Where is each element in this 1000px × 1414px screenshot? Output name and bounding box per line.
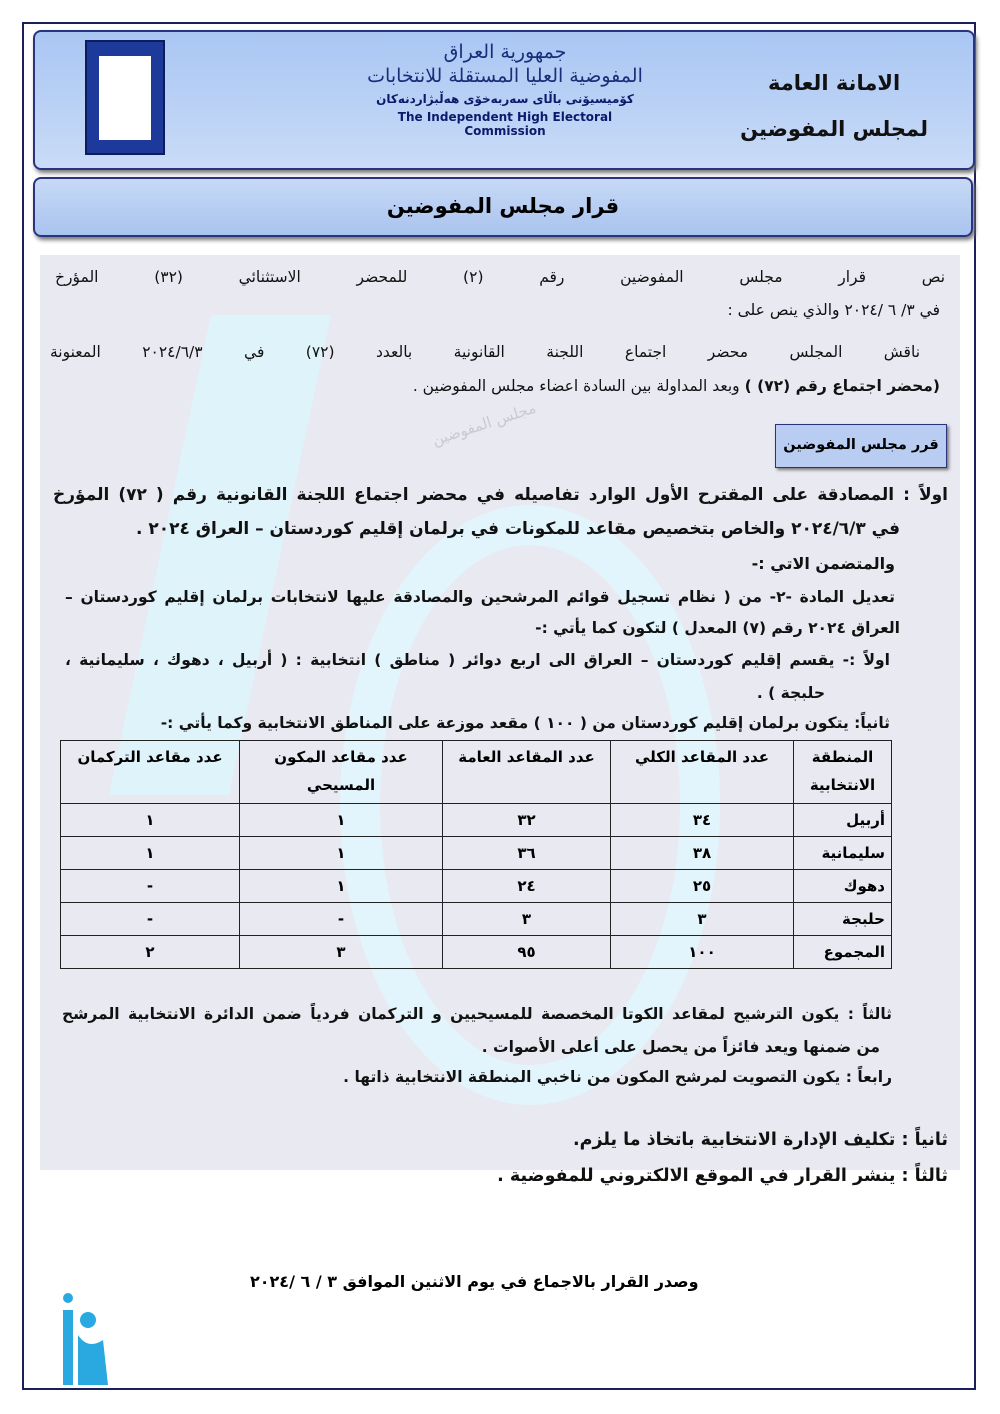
table-row: حلبجة ٣ ٣- - [60, 902, 892, 936]
table-header-row: المنطقة الانتخابية عدد المقاعد الكلي عدد… [60, 740, 892, 804]
table-cell: ١ [239, 836, 443, 870]
commission-arabic-name: المفوضية العليا المستقلة للانتخابات [367, 65, 643, 87]
table-cell: ١٠٠ [610, 935, 794, 969]
item-first: والمتضمن الاتي :- [751, 554, 895, 573]
table-row: المجموع ١٠٠ ٩٥ ٣ ٢ [60, 935, 892, 969]
sub-item-2: ثانياً: يتكون برلمان إقليم كوردستان من (… [160, 714, 890, 732]
intro-rest: وبعد المداولة بين السادة اعضاء مجلس المف… [412, 377, 745, 395]
sub-item-4: رابعاً : يكون التصويت لمرشح المكون من نا… [343, 1068, 892, 1086]
table-cell: ٣٦ [442, 836, 611, 870]
table-cell: ٣٨ [610, 836, 794, 870]
item-second: ثانياً : تكليف الإدارة الانتخابية باتخاذ… [573, 1130, 948, 1150]
republic-of-iraq: جمهورية العراق [443, 41, 567, 63]
item-first: في ٢٠٢٤/٦/٣ والخاص بتخصيص مقاعد للمكونات… [135, 519, 900, 539]
table-cell: دهوك [793, 869, 892, 903]
table-cell: ٣٤ [610, 803, 794, 837]
seats-table: المنطقة الانتخابية عدد المقاعد الكلي عدد… [60, 740, 892, 969]
table-header: عدد مقاعد المكون المسيحي [239, 740, 443, 804]
secretariat-line1: الامانة العامة [767, 71, 901, 95]
letterhead: جمهورية العراق المفوضية العليا المستقلة … [33, 30, 975, 170]
table-cell: ١ [239, 803, 443, 837]
sub-item-1: حلبجة ) . [756, 684, 825, 702]
decision-label: قرر مجلس المفوضين [775, 424, 947, 468]
table-cell: ١ [60, 836, 240, 870]
commission-english-name: The Independent High Electoral Commissio… [397, 110, 613, 138]
minutes-ref: (محضر اجتماع رقم (٧٢) ) [744, 377, 940, 395]
table-cell: سليمانية [793, 836, 892, 870]
table-cell: ١ [239, 869, 443, 903]
table-cell: - [239, 902, 443, 936]
table-row: سليمانية ٣٨ ٣٦ ١ ١ [60, 836, 892, 870]
amendment: العراق ٢٠٢٤ رقم (٧) المعدل ) لتكون كما ي… [535, 619, 900, 637]
table-cell: حلبجة [793, 902, 892, 936]
table-row: أربيل ٣٤ ٣٢ ١ ١ [60, 803, 892, 837]
table-cell: ١ [60, 803, 240, 837]
secretariat-label: الامانة العامة لمجلس المفوضين [740, 60, 928, 152]
secretariat-line2: لمجلس المفوضين [740, 117, 928, 141]
sub-item-3: من ضمنها ويعد فائزاً من يحصل على أعلى ال… [481, 1038, 880, 1056]
table-cell: المجموع [793, 935, 892, 969]
table-cell: أربيل [793, 803, 892, 837]
item-third: ثالثاً : ينشر القرار في الموقع الالكترون… [497, 1166, 948, 1186]
table-cell: ٣٢ [442, 803, 611, 837]
table-header: عدد المقاعد العامة [442, 740, 611, 804]
table-cell: ٢ [60, 935, 240, 969]
table-header: عدد المقاعد الكلي [610, 740, 794, 804]
table-row: دهوك ٢٥ ٢٤ ١- [60, 869, 892, 903]
table-cell: ٣ [442, 902, 611, 936]
table-cell: - [60, 869, 240, 903]
table-cell: ٣ [239, 935, 443, 969]
issuance-statement: وصدر القرار بالاجماع في يوم الاثنين المو… [250, 1272, 699, 1291]
page-frame [22, 22, 976, 1390]
table-header: عدد مقاعد التركمان [60, 740, 240, 804]
commission-kurdish-name: كۆمیسیۆنی باڵای سەربەخۆی هەڵبژاردنەکان [376, 92, 634, 106]
table-header: المنطقة الانتخابية [793, 740, 892, 804]
watermark-text: مجلس المفوضين [429, 398, 539, 450]
sub-item-1: اولاً :- يقسم إقليم كوردستان – العراق ال… [65, 651, 890, 669]
table-cell: ٩٥ [442, 935, 611, 969]
intro-line: ناقش المجلس محضر اجتماع اللجنة القانونية… [50, 343, 921, 361]
ihec-logo-small [63, 1293, 108, 1385]
table-cell: - [60, 902, 240, 936]
document-title: قرار مجلس المفوضين [33, 177, 973, 237]
table-cell: ٢٤ [442, 869, 611, 903]
ihec-logo [85, 40, 165, 155]
intro-line: في ٣/ ٦ /٢٠٢٤ والذي ينص على : [727, 301, 940, 319]
table-cell: ٣ [610, 902, 794, 936]
item-first: اولاً : المصادقة على المقترح الأول الوار… [53, 485, 948, 505]
amendment: تعديل المادة -٢- من ( نظام تسجيل قوائم ا… [65, 588, 895, 606]
intro-line: نص قرار مجلس المفوضين رقم (٢) للمحضر الا… [55, 268, 946, 286]
letterhead-center: جمهورية العراق المفوضية العليا المستقلة … [365, 40, 645, 138]
sub-item-3: ثالثاً : يكون الترشيح لمقاعد الكوتا المخ… [62, 1005, 892, 1023]
intro-line: (محضر اجتماع رقم (٧٢) ) وبعد المداولة بي… [413, 377, 940, 395]
table-cell: ٢٥ [610, 869, 794, 903]
